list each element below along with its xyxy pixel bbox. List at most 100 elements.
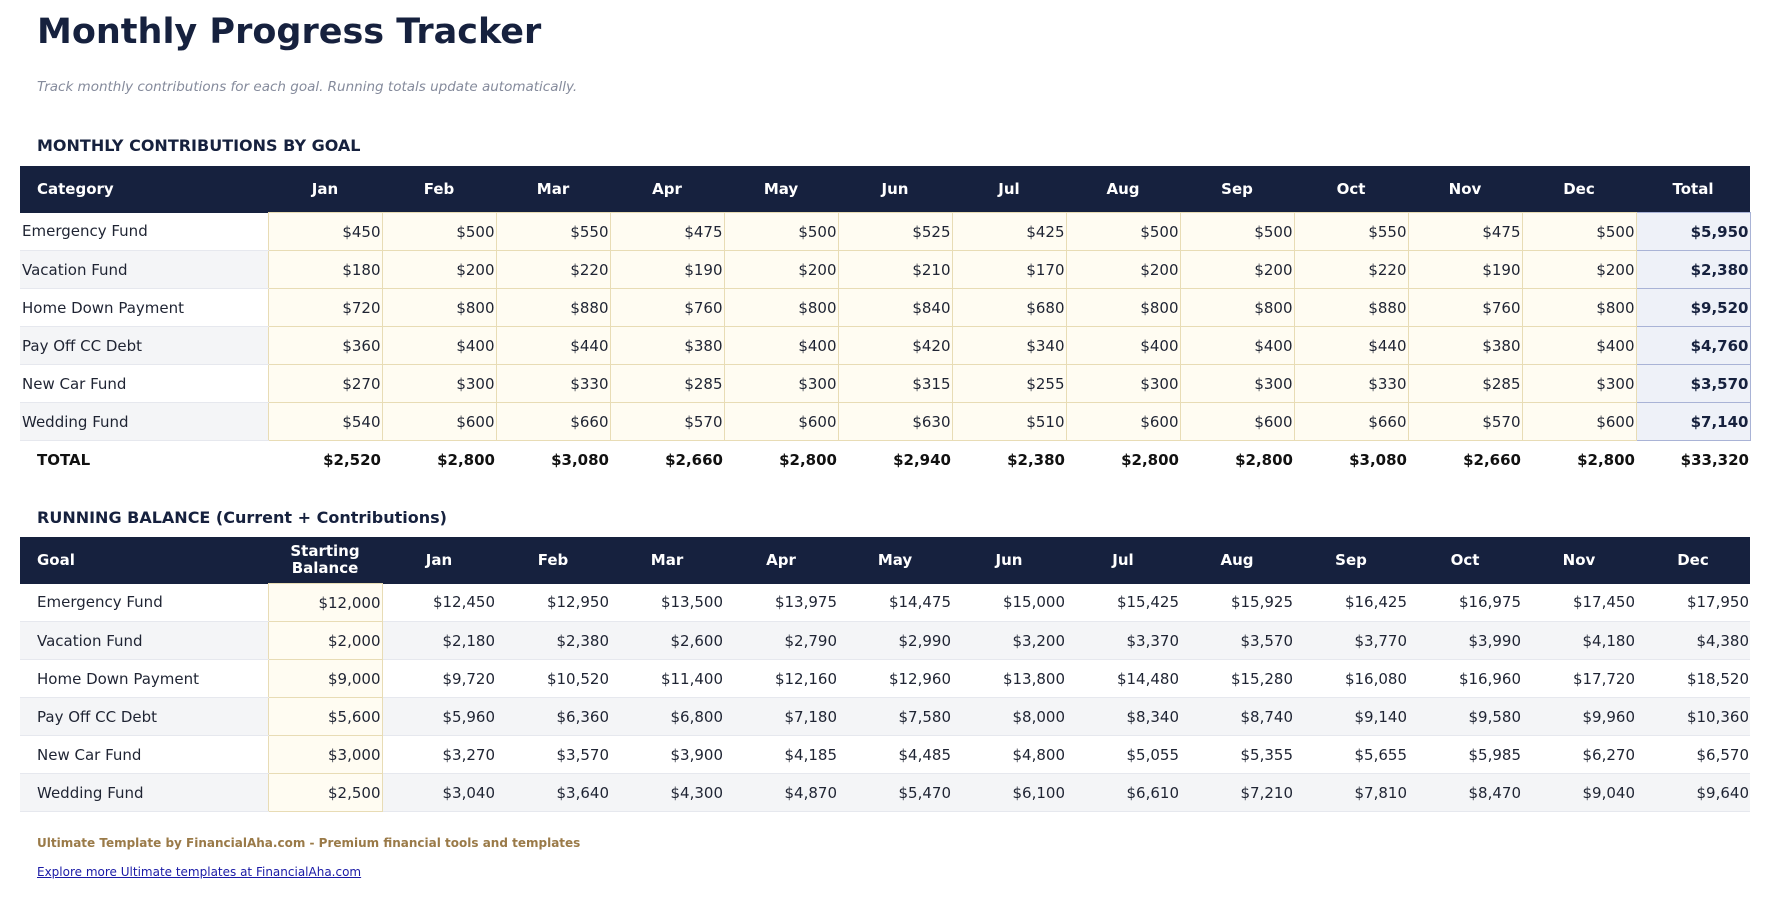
starting-balance-input[interactable]: $3,000 xyxy=(267,735,383,774)
starting-balance-input[interactable]: $2,500 xyxy=(267,773,383,812)
contribution-input-cell[interactable]: $170 xyxy=(951,250,1067,289)
contribution-input-cell[interactable]: $630 xyxy=(837,402,953,441)
contribution-input-cell[interactable]: $800 xyxy=(723,288,839,327)
contribution-input-cell[interactable]: $425 xyxy=(951,212,1067,251)
month-total: $2,800 xyxy=(437,450,495,469)
footer-link[interactable]: Explore more Ultimate templates at Finan… xyxy=(37,865,362,879)
table-row: Pay Off CC Debt $5,600 $5,960 $6,360 $6,800 $… xyxy=(20,697,1750,736)
row-total: $5,950 xyxy=(1635,212,1751,251)
contribution-input-cell[interactable]: $500 xyxy=(1179,212,1295,251)
contribution-input-cell[interactable]: $300 xyxy=(723,364,839,403)
contribution-input-cell[interactable]: $220 xyxy=(1293,250,1409,289)
column-header: Jun xyxy=(838,166,952,213)
contribution-input-cell[interactable]: $510 xyxy=(951,402,1067,441)
month-total: $3,080 xyxy=(551,450,609,469)
contribution-input-cell[interactable]: $180 xyxy=(267,250,383,289)
contribution-input-cell[interactable]: $255 xyxy=(951,364,1067,403)
contribution-input-cell[interactable]: $600 xyxy=(723,402,839,441)
contribution-input-cell[interactable]: $880 xyxy=(1293,288,1409,327)
column-header: Mar xyxy=(496,166,610,213)
contribution-input-cell[interactable]: $800 xyxy=(1179,288,1295,327)
contribution-input-cell[interactable]: $400 xyxy=(1065,326,1181,365)
contribution-input-cell[interactable]: $500 xyxy=(381,212,497,251)
balance-cell: $14,475 xyxy=(838,583,952,622)
contribution-input-cell[interactable]: $440 xyxy=(1293,326,1409,365)
contribution-input-cell[interactable]: $300 xyxy=(1065,364,1181,403)
contribution-input-cell[interactable]: $400 xyxy=(723,326,839,365)
contribution-input-cell[interactable]: $500 xyxy=(723,212,839,251)
contribution-input-cell[interactable]: $285 xyxy=(1407,364,1523,403)
contribution-input-cell[interactable]: $800 xyxy=(1065,288,1181,327)
starting-balance-input[interactable]: $9,000 xyxy=(267,659,383,698)
contribution-input-cell[interactable]: $400 xyxy=(1521,326,1637,365)
contribution-input-cell[interactable]: $340 xyxy=(951,326,1067,365)
contribution-input-cell[interactable]: $600 xyxy=(1065,402,1181,441)
contribution-input-cell[interactable]: $840 xyxy=(837,288,953,327)
contribution-input-cell[interactable]: $800 xyxy=(381,288,497,327)
contribution-input-cell[interactable]: $300 xyxy=(1521,364,1637,403)
contribution-input-cell[interactable]: $400 xyxy=(1179,326,1295,365)
contribution-input-cell[interactable]: $210 xyxy=(837,250,953,289)
contribution-input-cell[interactable]: $475 xyxy=(609,212,725,251)
table-row: New Car Fund $270 $300 $330 $285 $300 $315 $255… xyxy=(20,364,1751,403)
contribution-input-cell[interactable]: $200 xyxy=(1179,250,1295,289)
balance-cell: $4,185 xyxy=(724,735,838,774)
contribution-input-cell[interactable]: $200 xyxy=(1065,250,1181,289)
contribution-input-cell[interactable]: $200 xyxy=(381,250,497,289)
contribution-input-cell[interactable]: $300 xyxy=(1179,364,1295,403)
column-header: Jul xyxy=(1066,537,1180,584)
contribution-input-cell[interactable]: $440 xyxy=(495,326,611,365)
contribution-input-cell[interactable]: $200 xyxy=(723,250,839,289)
column-header: Dec xyxy=(1522,166,1636,213)
contribution-input-cell[interactable]: $200 xyxy=(1521,250,1637,289)
balance-cell: $11,400 xyxy=(610,659,724,698)
balance-cell: $9,040 xyxy=(1522,773,1636,812)
running-balance-table: Goal Starting Balance Jan Feb Mar Apr May Jun Ju… xyxy=(20,537,1750,812)
category-name: Wedding Fund xyxy=(20,402,268,441)
contribution-input-cell[interactable]: $190 xyxy=(609,250,725,289)
contribution-input-cell[interactable]: $330 xyxy=(495,364,611,403)
contribution-input-cell[interactable]: $500 xyxy=(1521,212,1637,251)
contribution-input-cell[interactable]: $570 xyxy=(609,402,725,441)
table-row: Home Down Payment $9,000 $9,720 $10,520 $11,… xyxy=(20,659,1750,698)
contribution-input-cell[interactable]: $475 xyxy=(1407,212,1523,251)
contribution-input-cell[interactable]: $285 xyxy=(609,364,725,403)
contribution-input-cell[interactable]: $400 xyxy=(381,326,497,365)
contribution-input-cell[interactable]: $300 xyxy=(381,364,497,403)
contribution-input-cell[interactable]: $800 xyxy=(1521,288,1637,327)
balance-cell: $7,210 xyxy=(1180,773,1294,812)
column-header: Jul xyxy=(952,166,1066,213)
contribution-input-cell[interactable]: $720 xyxy=(267,288,383,327)
contribution-input-cell[interactable]: $190 xyxy=(1407,250,1523,289)
starting-balance-input[interactable]: $12,000 xyxy=(267,583,383,622)
contribution-input-cell[interactable]: $550 xyxy=(495,212,611,251)
contribution-input-cell[interactable]: $420 xyxy=(837,326,953,365)
balance-cell: $3,900 xyxy=(610,735,724,774)
contribution-input-cell[interactable]: $600 xyxy=(1521,402,1637,441)
contribution-input-cell[interactable]: $360 xyxy=(267,326,383,365)
contribution-input-cell[interactable]: $380 xyxy=(609,326,725,365)
contribution-input-cell[interactable]: $450 xyxy=(267,212,383,251)
contribution-input-cell[interactable]: $660 xyxy=(495,402,611,441)
contribution-input-cell[interactable]: $600 xyxy=(381,402,497,441)
contribution-input-cell[interactable]: $330 xyxy=(1293,364,1409,403)
column-header: Category xyxy=(20,166,268,213)
contribution-input-cell[interactable]: $315 xyxy=(837,364,953,403)
contribution-input-cell[interactable]: $880 xyxy=(495,288,611,327)
contribution-input-cell[interactable]: $500 xyxy=(1065,212,1181,251)
contribution-input-cell[interactable]: $680 xyxy=(951,288,1067,327)
contribution-input-cell[interactable]: $270 xyxy=(267,364,383,403)
contribution-input-cell[interactable]: $660 xyxy=(1293,402,1409,441)
contribution-input-cell[interactable]: $550 xyxy=(1293,212,1409,251)
contribution-input-cell[interactable]: $220 xyxy=(495,250,611,289)
contribution-input-cell[interactable]: $600 xyxy=(1179,402,1295,441)
category-name: Home Down Payment xyxy=(20,288,268,327)
contribution-input-cell[interactable]: $570 xyxy=(1407,402,1523,441)
contribution-input-cell[interactable]: $760 xyxy=(609,288,725,327)
contribution-input-cell[interactable]: $525 xyxy=(837,212,953,251)
starting-balance-input[interactable]: $2,000 xyxy=(267,621,383,660)
contribution-input-cell[interactable]: $540 xyxy=(267,402,383,441)
starting-balance-input[interactable]: $5,600 xyxy=(267,697,383,736)
contribution-input-cell[interactable]: $760 xyxy=(1407,288,1523,327)
contribution-input-cell[interactable]: $380 xyxy=(1407,326,1523,365)
